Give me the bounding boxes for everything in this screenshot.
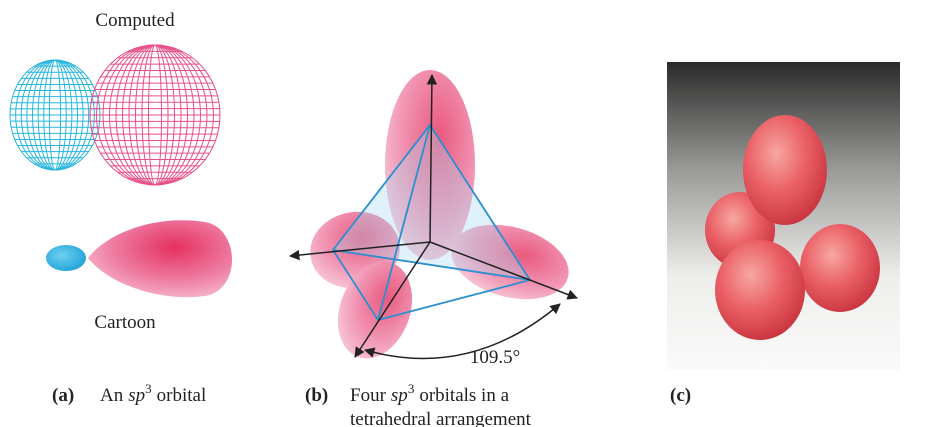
balloons	[705, 115, 880, 340]
caption-run: orbital	[157, 385, 207, 406]
cartoon-label: Cartoon	[94, 312, 156, 333]
tetrahedron	[331, 122, 532, 322]
caption-run: Four	[350, 385, 387, 406]
angle-label: 109.5°	[470, 347, 520, 368]
caption-run: 3	[145, 381, 152, 396]
caption-run: sp	[391, 385, 408, 406]
panel-label: (b)	[305, 385, 328, 406]
computed-orbital	[9, 44, 221, 186]
axes	[288, 73, 578, 360]
panel-label: (c)	[670, 385, 691, 406]
caption: tetrahedral arrangement	[350, 409, 532, 427]
caption-run: orbitals in a	[419, 385, 509, 406]
caption: An sp3 orbital	[100, 381, 206, 406]
caption-run: 3	[408, 381, 415, 396]
caption-run: sp	[128, 385, 145, 406]
computed-label: Computed	[95, 10, 175, 31]
caption-run: An	[100, 385, 124, 406]
small-lobe	[46, 245, 86, 271]
caption: Four sp3 orbitals in a	[350, 381, 510, 406]
panel-label: (a)	[52, 385, 74, 406]
caption-run: tetrahedral arrangement	[350, 409, 532, 427]
large-lobe	[88, 220, 233, 298]
tetrahedron-face	[333, 125, 530, 280]
